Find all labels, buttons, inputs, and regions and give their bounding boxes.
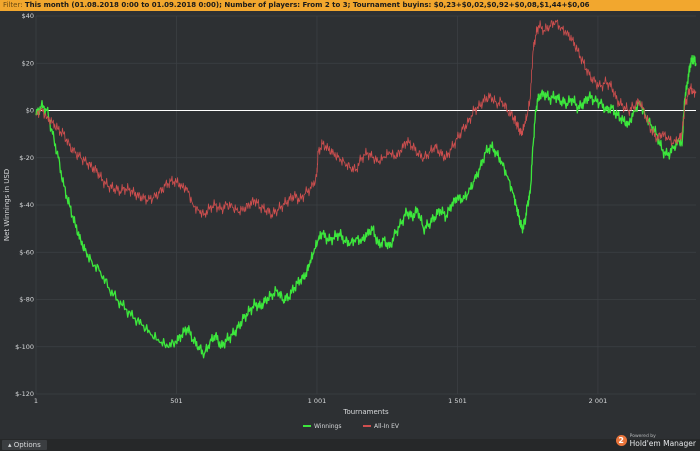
hem2-logo: 2 Powered by Hold'em Manager [615, 431, 696, 449]
legend-label: Winnings [314, 423, 341, 430]
logo-name: Hold'em Manager [629, 439, 696, 448]
y-tick-label: $-60 [19, 248, 34, 256]
x-axis: 1 501 1 001 1 501 2 001 [34, 397, 607, 405]
x-tick-label: 1 501 [448, 397, 467, 405]
hem-badge-icon: 2 [615, 434, 627, 446]
filter-text: This month (01.08.2018 0:00 to 01.09.201… [24, 1, 590, 9]
y-tick-label: $20 [22, 59, 34, 67]
y-tick-label: $-40 [19, 201, 34, 209]
options-button[interactable]: ▴ Options [2, 440, 47, 450]
y-tick-label: $-100 [15, 343, 34, 351]
y-tick-label: $-20 [19, 154, 34, 162]
series-lines [35, 19, 697, 359]
caret-up-icon: ▴ [8, 441, 14, 449]
filter-label: Filter: [3, 1, 23, 9]
series-allin-ev-line [35, 19, 697, 219]
legend-label: All-In EV [374, 423, 400, 430]
x-tick-label: 1 001 [308, 397, 327, 405]
y-tick-label: $0 [26, 107, 34, 115]
y-tick-label: $-120 [15, 390, 34, 398]
x-tick-label: 2 001 [589, 397, 608, 405]
filter-bar: Filter: This month (01.08.2018 0:00 to 0… [0, 0, 700, 11]
x-tick-label: 1 [34, 397, 38, 405]
logo-powered-by: Powered by [629, 434, 656, 439]
y-tick-label: $40 [22, 12, 34, 20]
legend[interactable]: Winnings All-In EV [303, 423, 400, 430]
y-tick-label: $-80 [19, 296, 34, 304]
options-label: Options [13, 441, 41, 449]
series-winnings-line [35, 54, 697, 359]
winnings-chart: $40$20$0$-20$-40$-60$-80$-100$-120 1 501 1… [3, 12, 697, 430]
bottom-bar: ▴ Options [0, 439, 700, 451]
y-axis: $40 $20 $0 $-20 $-40 $-60 $-80 $-100 $-120 [15, 12, 34, 398]
y-axis-title: Net Winnings in USD [3, 169, 11, 241]
x-axis-title: Tournaments [342, 408, 389, 416]
x-tick-label: 501 [170, 397, 182, 405]
